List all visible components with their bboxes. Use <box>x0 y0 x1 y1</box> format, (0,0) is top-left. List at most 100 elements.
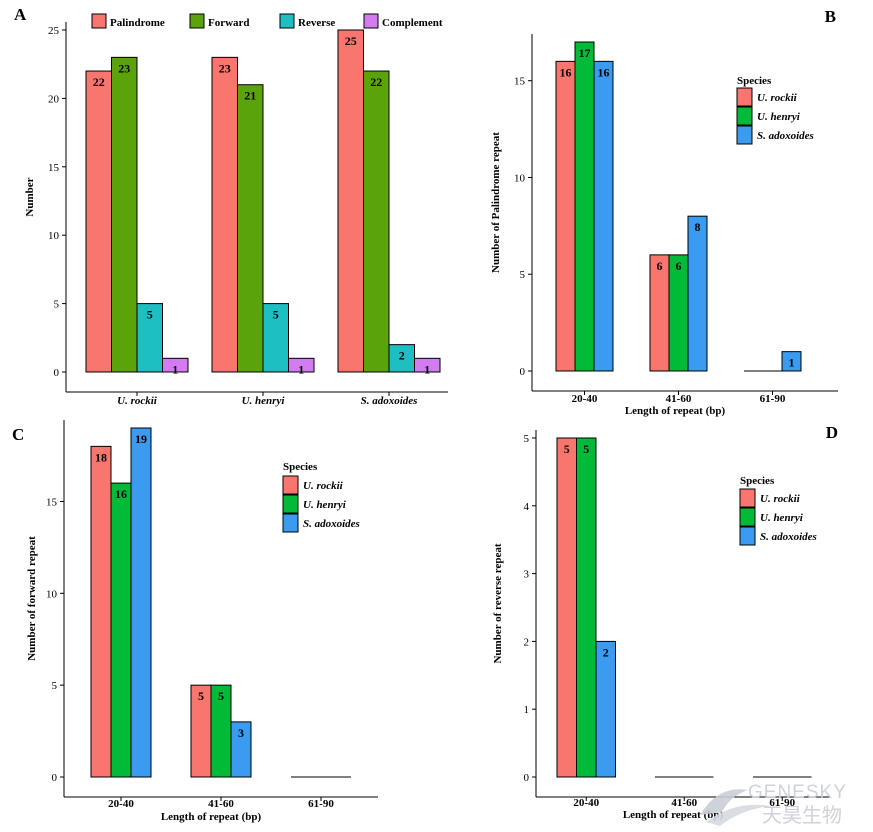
panel-a-label: A <box>14 5 27 24</box>
panel-a-bar-palindrome-s-adoxoides <box>337 29 364 373</box>
panel-a-bar-palindrome-u-henryi <box>211 56 238 373</box>
panel-c-data-label: 5 <box>198 689 204 703</box>
panel-b-data-label: 16 <box>560 65 572 79</box>
panel-b-data-label: 6 <box>657 259 663 273</box>
panel-d-legend-swatch-u-rockii <box>739 488 756 508</box>
panel-a-y-tick-label: 15 <box>48 162 60 174</box>
panel-d-category-label: 41-60 <box>671 797 697 809</box>
panel-b-legend-title: Species <box>737 75 772 87</box>
panel-c-bar-u-rockii-20-40 <box>90 445 112 778</box>
panel-b-y-tick-label: 5 <box>520 269 526 281</box>
panel-a-y-tick-label: 20 <box>48 93 60 105</box>
panel-b-data-label: 8 <box>695 220 701 234</box>
panel-c-category-label: 61-90 <box>308 798 334 810</box>
panel-c-bar-u-henryi-20-40 <box>110 482 132 778</box>
panel-c-category-label: 20-40 <box>108 798 134 810</box>
panel-c-x-title: Length of repeat (bp) <box>161 811 262 823</box>
panel-a-y-tick-label: 0 <box>54 367 60 379</box>
panel-b-data-label: 1 <box>789 356 795 370</box>
panel-d-y-tick-label: 1 <box>524 704 530 716</box>
panel-b-bar-u-henryi-20-40 <box>574 41 595 372</box>
panel-b-label: B <box>825 7 836 26</box>
panel-b-data-label: 6 <box>676 259 682 273</box>
panel-c-legend: Species U. rockii U. henryi S. adoxoides <box>282 461 360 533</box>
panel-a-legend-label: Complement <box>382 17 443 29</box>
panel-a-category-label: U. rockii <box>117 395 158 407</box>
panel-a-legend-swatch-complement <box>363 13 379 29</box>
panel-a-legend-swatch-reverse <box>279 13 295 29</box>
panel-a-bar-reverse-s-adoxoides <box>388 344 415 373</box>
panel-d: D 0 1 2 3 4 5 Number of reverse repeat Length of… <box>492 423 838 821</box>
panel-b-legend-label: U. henryi <box>757 111 801 123</box>
panel-a-bar-forward-u-henryi <box>237 84 264 373</box>
panel-d-bar-u-henryi-20-40 <box>576 437 597 778</box>
panel-a-legend-label: Reverse <box>298 17 335 29</box>
panel-d-category-label: 61-90 <box>769 797 795 809</box>
panel-c-bar-s-adoxoides-41-60 <box>230 721 252 778</box>
genesky-watermark: GENESKY 天昊生物 <box>700 782 847 827</box>
panel-b-data-label: 17 <box>579 46 591 60</box>
panel-d-data-label: 5 <box>583 442 589 456</box>
panel-c-legend-swatch-u-rockii <box>282 475 299 495</box>
panel-b-y-tick-label: 0 <box>520 366 526 378</box>
panel-d-data-label: 5 <box>564 442 570 456</box>
panel-b-category-label: 41-60 <box>666 393 692 405</box>
panel-c: C 0 5 10 15 Number of forward repeat Length of… <box>12 420 378 823</box>
panel-d-data-label: 2 <box>603 645 609 659</box>
panel-a-data-label: 22 <box>370 75 382 89</box>
panel-a-legend-label: Palindrome <box>110 17 165 29</box>
panel-c-legend-label: U. rockii <box>303 480 344 492</box>
panel-d-y-tick-label: 0 <box>524 772 530 784</box>
panel-c-legend-swatch-u-henryi <box>282 494 299 514</box>
panel-c-data-label: 5 <box>218 689 224 703</box>
panel-d-legend-title: Species <box>740 475 775 487</box>
panel-c-data-label: 3 <box>238 726 244 740</box>
panel-a-y-title: Number <box>24 177 36 216</box>
panel-d-y-tick-label: 4 <box>524 501 530 513</box>
panel-d-legend-label: S. adoxoides <box>760 531 817 543</box>
panel-a-legend: Palindrome Forward Reverse Complement <box>91 13 443 29</box>
panel-a-bar-palindrome-u-rockii <box>85 70 112 373</box>
panel-a-bar-complement-u-henryi <box>288 357 315 373</box>
panel-d-legend-label: U. rockii <box>760 493 801 505</box>
panel-d-legend-label: U. henryi <box>760 512 804 524</box>
panel-a-bar-complement-u-rockii <box>162 357 189 373</box>
panel-d-y-tick-label: 5 <box>524 433 530 445</box>
watermark-en: GENESKY <box>748 782 847 803</box>
panel-b-bar-s-adoxoides-41-60 <box>687 215 708 372</box>
panel-c-y-tick-label: 10 <box>46 588 58 600</box>
panel-c-legend-swatch-s-adoxoides <box>282 513 299 533</box>
panel-c-data-label: 18 <box>95 450 107 464</box>
panel-c-y-tick-label: 15 <box>46 496 58 508</box>
panel-a-data-label: 2 <box>399 349 405 363</box>
panel-c-y-title: Number of forward repeat <box>26 536 38 661</box>
panel-a-bar-forward-u-rockii <box>111 56 138 373</box>
panel-c-bar-s-adoxoides-20-40 <box>130 427 152 778</box>
panel-c-label: C <box>12 425 24 444</box>
panel-a-category-label: U. henryi <box>242 395 286 407</box>
panel-a-data-label: 1 <box>298 362 304 376</box>
panel-d-y-tick-label: 3 <box>524 569 530 581</box>
panel-a-y-tick-label: 10 <box>48 230 60 242</box>
panel-d-y-tick-label: 2 <box>524 636 530 648</box>
panel-a-data-label: 25 <box>345 34 357 48</box>
panel-a-category-label: S. adoxoides <box>361 395 418 407</box>
panel-b-bar-s-adoxoides-20-40 <box>593 60 614 372</box>
panel-c-category-label: 41-60 <box>208 798 234 810</box>
genesky-logo-icon <box>700 789 770 826</box>
panel-c-data-label: 19 <box>135 432 147 446</box>
panel-d-legend-swatch-u-henryi <box>739 507 756 527</box>
panel-c-y-tick-label: 5 <box>52 680 58 692</box>
panel-a-data-label: 1 <box>424 362 430 376</box>
panel-d-legend: Species U. rockii U. henryi S. adoxoides <box>739 475 817 546</box>
panel-b-legend-label: S. adoxoides <box>757 130 814 142</box>
panel-b-category-label: 20-40 <box>572 393 598 405</box>
panel-a-legend-swatch-palindrome <box>91 13 107 29</box>
panel-a-data-label: 21 <box>244 89 256 103</box>
panel-c-legend-title: Species <box>283 461 318 473</box>
panel-c-y-tick-label: 0 <box>52 772 58 784</box>
panel-d-label: D <box>826 423 838 442</box>
panel-a-data-label: 5 <box>147 308 153 322</box>
panel-b-y-tick-label: 15 <box>514 76 526 88</box>
